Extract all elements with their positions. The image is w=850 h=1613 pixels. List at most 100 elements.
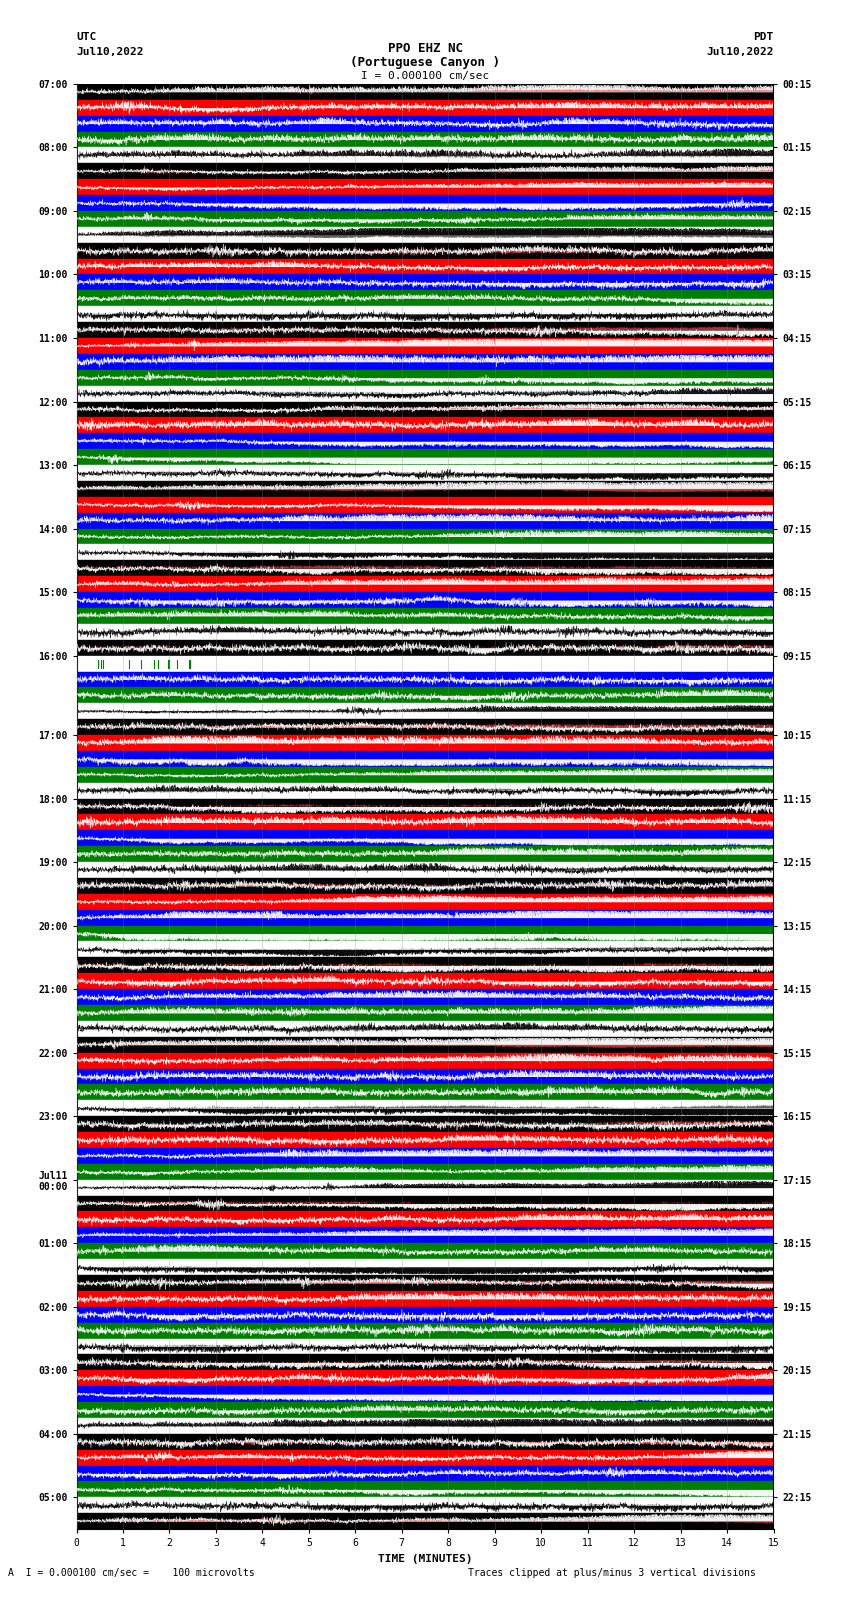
Bar — [76, 640, 774, 655]
Bar — [76, 831, 774, 847]
Bar — [76, 1418, 774, 1434]
Text: UTC: UTC — [76, 32, 97, 42]
Bar — [76, 386, 774, 402]
Bar — [76, 323, 774, 339]
Bar — [76, 1307, 774, 1323]
Bar — [76, 1466, 774, 1481]
Bar — [76, 1148, 774, 1165]
Bar — [76, 1068, 774, 1084]
Bar — [76, 894, 774, 910]
Bar — [76, 100, 774, 116]
Bar — [76, 1371, 774, 1386]
Bar — [76, 1497, 774, 1513]
Bar — [76, 1037, 774, 1053]
Bar — [76, 402, 774, 418]
Bar — [76, 766, 774, 782]
Bar — [76, 353, 774, 369]
Bar — [76, 1290, 774, 1307]
Bar — [76, 211, 774, 227]
Text: PPO EHZ NC: PPO EHZ NC — [388, 42, 462, 55]
Text: Traces clipped at plus/minus 3 vertical divisions: Traces clipped at plus/minus 3 vertical … — [468, 1568, 756, 1578]
Bar — [76, 592, 774, 608]
Bar — [76, 116, 774, 132]
Text: Jul10,2022: Jul10,2022 — [76, 47, 144, 56]
Bar — [76, 1165, 774, 1179]
Bar — [76, 608, 774, 624]
Bar — [76, 926, 774, 942]
Bar — [76, 481, 774, 497]
Bar — [76, 719, 774, 736]
Bar — [76, 84, 774, 100]
Bar — [76, 1402, 774, 1418]
Bar — [76, 736, 774, 752]
Bar — [76, 910, 774, 926]
Bar — [76, 973, 774, 989]
Bar — [76, 163, 774, 179]
Bar — [76, 1005, 774, 1021]
Bar — [76, 227, 774, 242]
Bar — [76, 958, 774, 973]
Bar — [76, 703, 774, 719]
Bar — [76, 290, 774, 306]
Bar — [76, 513, 774, 529]
Bar — [76, 242, 774, 258]
Bar — [76, 782, 774, 798]
Bar — [76, 1179, 774, 1195]
Bar — [76, 545, 774, 560]
Text: Jul10,2022: Jul10,2022 — [706, 47, 774, 56]
Bar — [76, 655, 774, 671]
Bar — [76, 195, 774, 211]
Bar — [76, 624, 774, 640]
Bar — [76, 132, 774, 147]
Bar — [76, 847, 774, 861]
Bar — [76, 942, 774, 958]
Text: I = 0.000100 cm/sec: I = 0.000100 cm/sec — [361, 71, 489, 81]
Bar — [76, 434, 774, 448]
Text: A  I = 0.000100 cm/sec =    100 microvolts: A I = 0.000100 cm/sec = 100 microvolts — [8, 1568, 255, 1578]
Bar — [76, 418, 774, 434]
X-axis label: TIME (MINUTES): TIME (MINUTES) — [377, 1553, 473, 1563]
Bar — [76, 1100, 774, 1116]
Bar — [76, 306, 774, 323]
Bar — [76, 497, 774, 513]
Bar — [76, 798, 774, 815]
Bar — [76, 1481, 774, 1497]
Bar — [76, 1386, 774, 1402]
Text: PDT: PDT — [753, 32, 774, 42]
Text: (Portuguese Canyon ): (Portuguese Canyon ) — [350, 56, 500, 69]
Bar — [76, 448, 774, 465]
Bar — [76, 258, 774, 274]
Bar — [76, 179, 774, 195]
Bar — [76, 752, 774, 766]
Bar — [76, 1211, 774, 1227]
Bar — [76, 989, 774, 1005]
Bar — [76, 1513, 774, 1529]
Bar — [76, 576, 774, 592]
Bar — [76, 465, 774, 481]
Bar — [76, 560, 774, 576]
Bar — [76, 1021, 774, 1037]
Bar — [76, 861, 774, 877]
Bar — [76, 877, 774, 894]
Bar — [76, 687, 774, 703]
Bar — [76, 1339, 774, 1355]
Bar — [76, 1355, 774, 1371]
Bar — [76, 1227, 774, 1244]
Bar — [76, 815, 774, 831]
Bar — [76, 1450, 774, 1466]
Bar — [76, 1116, 774, 1132]
Bar — [76, 671, 774, 687]
Bar — [76, 274, 774, 290]
Bar — [76, 1084, 774, 1100]
Bar — [76, 1274, 774, 1290]
Bar — [76, 1323, 774, 1339]
Bar — [76, 529, 774, 545]
Bar — [76, 147, 774, 163]
Bar — [76, 369, 774, 386]
Bar — [76, 1132, 774, 1148]
Bar — [76, 1260, 774, 1274]
Bar — [76, 1434, 774, 1450]
Bar — [76, 1244, 774, 1260]
Bar — [76, 1195, 774, 1211]
Bar — [76, 339, 774, 353]
